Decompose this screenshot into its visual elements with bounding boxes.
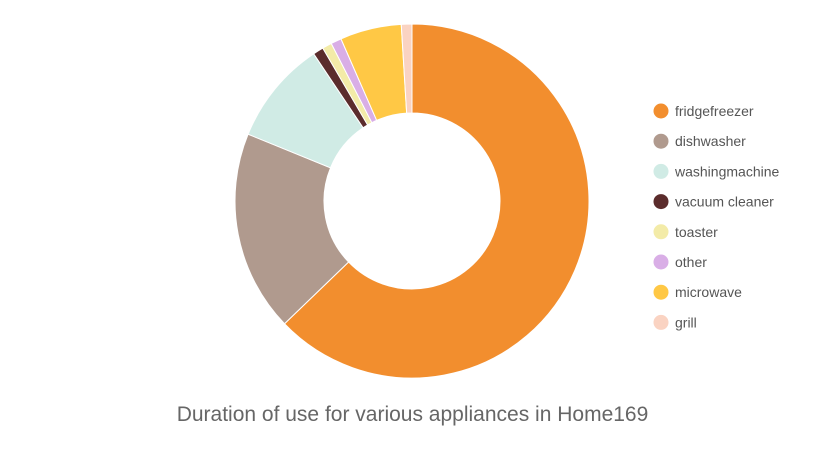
slice-fridgefreezer[interactable] <box>283 23 590 379</box>
donut-slices <box>234 23 590 379</box>
legend-label: dishwasher <box>675 133 746 149</box>
chart-legend: fridgefreezer dishwasher washingmachine vac… <box>653 103 780 330</box>
slice-grill[interactable] <box>400 23 413 114</box>
legend-marker <box>653 133 669 149</box>
legend-marker <box>653 314 669 330</box>
legend-label: vacuum cleaner <box>675 194 774 210</box>
legend-item-washingmachine[interactable]: washingmachine <box>653 163 780 179</box>
legend-item-toaster[interactable]: toaster <box>653 224 719 240</box>
legend-item-other[interactable]: other <box>653 254 708 270</box>
legend-marker <box>653 103 669 119</box>
legend-marker <box>653 224 669 240</box>
legend-label: fridgefreezer <box>675 103 754 119</box>
legend-label: grill <box>675 314 697 330</box>
legend-item-fridgefreezer[interactable]: fridgefreezer <box>653 103 754 119</box>
legend-marker <box>653 254 669 270</box>
legend-item-grill[interactable]: grill <box>653 314 697 330</box>
slice-dishwasher[interactable] <box>234 133 350 325</box>
legend-item-vacuum-cleaner[interactable]: vacuum cleaner <box>653 194 775 210</box>
legend-label: microwave <box>675 284 742 300</box>
legend-marker <box>653 163 669 179</box>
legend-marker <box>653 194 669 210</box>
legend-marker <box>653 284 669 300</box>
legend-label: other <box>675 254 707 270</box>
legend-label: washingmachine <box>674 163 779 179</box>
legend-item-microwave[interactable]: microwave <box>653 284 743 300</box>
legend-label: toaster <box>675 224 718 240</box>
chart-title: Duration of use for various appliances i… <box>177 403 649 426</box>
legend-item-dishwasher[interactable]: dishwasher <box>653 133 747 149</box>
